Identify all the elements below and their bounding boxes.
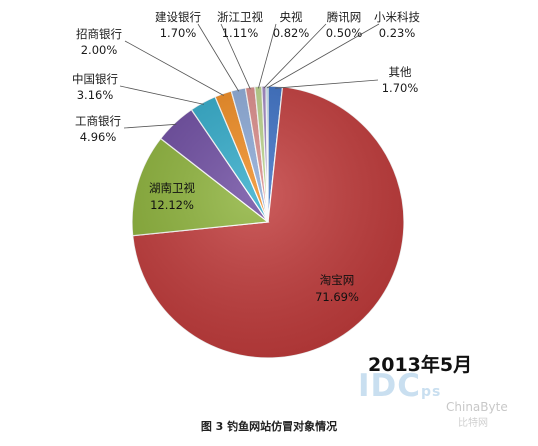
leader-line [123, 123, 177, 129]
leader-line [275, 79, 379, 89]
slice-name-label: 中国银行 [72, 72, 118, 86]
watermark-site-cn: 比特网 [458, 418, 488, 429]
slice-value-label: 1.70% [382, 81, 419, 95]
slice-name-label: 招商银行 [76, 27, 122, 41]
slice-value-label: 12.12% [150, 198, 194, 212]
slice-value-label: 2.00% [81, 43, 118, 57]
leader-line [197, 23, 240, 92]
slice-name-label: 工商银行 [75, 114, 121, 128]
slice-value-label: 1.70% [160, 26, 197, 40]
slice-name-label: 湖南卫视 [149, 181, 195, 195]
leader-line [220, 23, 251, 90]
slice-value-label: 71.69% [315, 290, 359, 304]
slice-name-label: 建设银行 [155, 10, 201, 24]
slice-value-label: 0.82% [273, 26, 310, 40]
slice-name-label: 央视 [280, 10, 303, 24]
slice-name-label: 小米科技 [374, 10, 420, 24]
slice-value-label: 1.11% [222, 26, 259, 40]
slice-value-label: 0.50% [326, 26, 363, 40]
leader-line [263, 23, 327, 89]
leader-line [266, 23, 380, 89]
leader-line [124, 40, 224, 96]
watermark-idc-logo: IDCps [358, 368, 442, 404]
leader-line [119, 85, 204, 105]
watermark-site: ChinaByte [446, 400, 508, 414]
slice-name-label: 其他 [389, 65, 412, 79]
slice-name-label: 浙江卫视 [217, 10, 263, 24]
date-annotation: 2013年5月 [368, 354, 473, 376]
slice-value-label: 0.23% [379, 26, 416, 40]
slice-value-label: 3.16% [77, 88, 114, 102]
slice-name-label: 淘宝网 [320, 273, 355, 287]
slice-value-label: 4.96% [80, 130, 117, 144]
leader-line [258, 23, 277, 89]
slice-name-label: 腾讯网 [327, 10, 362, 24]
figure-caption: 图 3 钓鱼网站仿冒对象情况 [200, 420, 338, 433]
